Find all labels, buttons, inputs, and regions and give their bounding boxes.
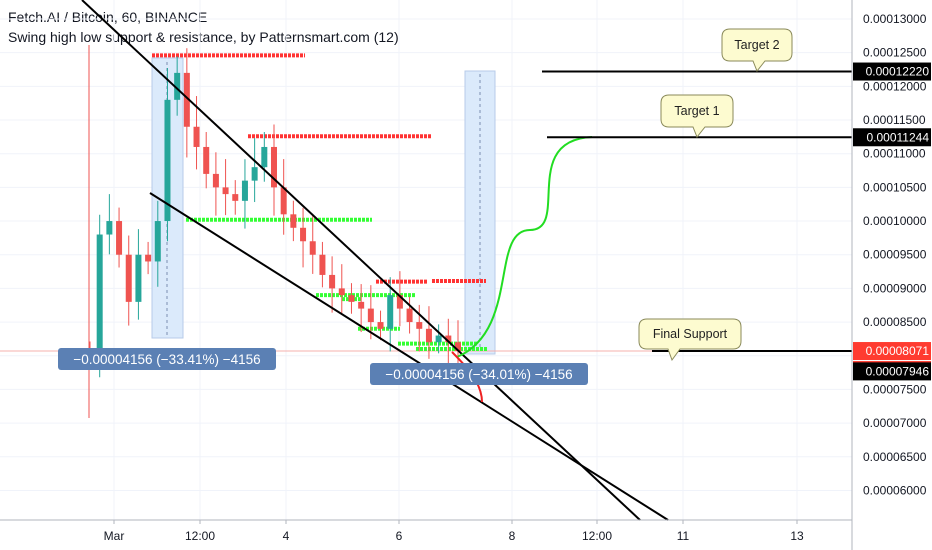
candle-body: [96, 234, 103, 356]
candle-body: [203, 146, 210, 174]
candle-body: [135, 254, 142, 302]
callout-label: Target 2: [734, 38, 779, 52]
candle-body: [455, 342, 461, 352]
time-tick-label: 11: [677, 529, 690, 543]
candle-body: [300, 227, 307, 242]
candle-body: [261, 146, 268, 168]
price-tick-label: 0.00008500: [863, 315, 927, 329]
price-tick-label: 0.00006000: [863, 483, 927, 497]
price-tick-label: 0.00012000: [863, 79, 927, 93]
price-tick-label: 0.00013000: [863, 12, 927, 26]
candle-body: [106, 221, 113, 235]
candle-body: [271, 146, 277, 188]
measure-label-bg: [58, 348, 276, 370]
candle-body: [377, 322, 384, 329]
time-tick-label: 8: [509, 529, 516, 543]
time-tick-label: 13: [790, 529, 804, 543]
price-axis-label: 0.00012220: [866, 65, 930, 79]
candle-body: [125, 254, 132, 302]
candle-body: [329, 274, 336, 289]
time-tick-label: 4: [283, 529, 290, 543]
measure-label-right: −0.00004156 (−34.01%) −4156: [370, 363, 588, 385]
trendline-upper: [81, 0, 641, 521]
candle-body: [222, 187, 229, 195]
candle-body: [416, 322, 423, 329]
callout-label: Final Support: [653, 327, 728, 341]
candle-body: [425, 328, 432, 343]
callout-bubble: [721, 28, 793, 72]
price-tick-label: 0.00011500: [863, 113, 926, 127]
price-axis-label-bg: [853, 342, 931, 361]
price-tick-label: 0.00011000: [863, 147, 926, 161]
price-axis-label-bg: [853, 62, 931, 81]
callout-final-support: Final Support: [638, 318, 742, 362]
price-axis-label-bg: [853, 362, 931, 381]
candle-body: [387, 295, 394, 329]
price-tick-label: 0.00006500: [863, 450, 927, 464]
candle-body: [309, 241, 316, 255]
indicator-label: Swing high low support & resistance, by …: [8, 29, 399, 45]
candle-body: [435, 335, 442, 343]
candle-body: [116, 221, 123, 255]
candle-body: [396, 295, 403, 309]
candle-body: [154, 221, 161, 262]
candle-body: [232, 194, 239, 201]
price-tick-label: 0.00009500: [863, 248, 927, 262]
candle-body: [212, 173, 219, 188]
callout-target-2: Target 2: [721, 28, 793, 72]
candle-body: [348, 295, 355, 302]
candle-body: [358, 301, 365, 309]
candle-body: [241, 180, 248, 201]
candle-body: [290, 214, 297, 228]
price-tick-label: 0.00012500: [863, 46, 927, 60]
candle-body: [338, 288, 345, 296]
projection-path-up: [456, 136, 593, 358]
time-tick-label: 6: [396, 529, 403, 543]
candle-body: [174, 72, 181, 100]
candle-body: [164, 99, 171, 222]
trendline-lower: [149, 192, 669, 521]
price-axis-label: 0.00007946: [866, 364, 930, 378]
measure-label-left: −0.00004156 (−33.41%) −4156: [58, 348, 276, 370]
measure-label-text: −0.00004156 (−33.41%) −4156: [73, 352, 260, 367]
price-tick-label: 0.00010000: [863, 214, 927, 228]
price-tick-label: 0.00010500: [863, 180, 927, 194]
chart-title: Fetch.AI / Bitcoin, 60, BINANCE: [8, 9, 208, 25]
price-tick-label: 0.00009000: [863, 281, 927, 295]
callout-label: Target 1: [674, 104, 719, 118]
callout-target-1: Target 1: [660, 94, 734, 138]
time-tick-label: 12:00: [582, 529, 612, 543]
price-tick-label: 0.00007000: [863, 416, 927, 430]
candle-body: [251, 167, 258, 181]
measure-label-bg: [370, 363, 588, 385]
measure-label-text: −0.00004156 (−34.01%) −4156: [385, 367, 572, 382]
candle-body: [319, 254, 326, 275]
time-tick-label: Mar: [104, 529, 125, 543]
candle-body: [183, 72, 190, 127]
price-axis-label: 0.00008071: [866, 344, 930, 358]
price-axis-label-bg: [853, 128, 931, 147]
time-tick-label: 12:00: [185, 529, 215, 543]
candle-body: [145, 254, 152, 262]
price-axis-label: 0.00011244: [866, 130, 929, 144]
candle-body: [280, 187, 287, 215]
candle-body: [367, 308, 374, 323]
candle-body: [406, 308, 413, 323]
callout-bubble: [638, 318, 742, 362]
candle-body: [445, 335, 452, 343]
candle-body: [193, 126, 200, 147]
callout-bubble: [660, 94, 734, 138]
price-tick-label: 0.00007500: [863, 382, 927, 396]
